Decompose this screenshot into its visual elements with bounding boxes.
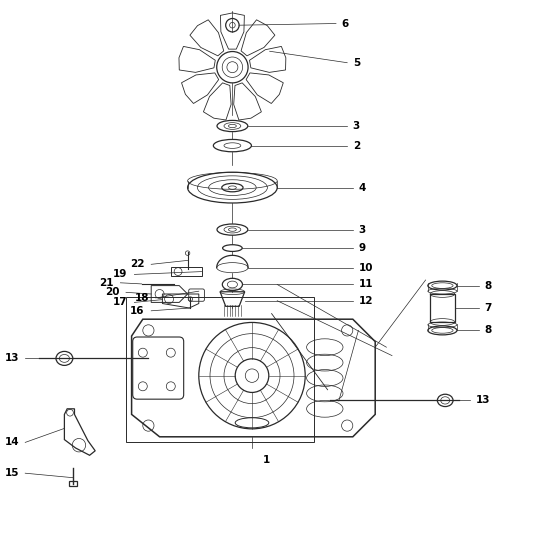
Text: 20: 20 <box>105 287 119 297</box>
Text: 13: 13 <box>5 353 20 363</box>
Text: 15: 15 <box>5 468 20 478</box>
Text: 10: 10 <box>358 263 373 273</box>
Bar <box>126 297 314 442</box>
Text: 8: 8 <box>484 325 492 335</box>
Text: 12: 12 <box>358 296 373 306</box>
Text: 16: 16 <box>130 306 144 316</box>
Text: 18: 18 <box>134 293 149 303</box>
Text: 4: 4 <box>358 183 366 193</box>
Text: 11: 11 <box>358 279 373 290</box>
Text: 5: 5 <box>353 58 360 68</box>
Text: 7: 7 <box>484 303 492 313</box>
Text: 22: 22 <box>130 259 144 269</box>
Text: 2: 2 <box>353 141 360 151</box>
Text: 8: 8 <box>484 281 492 291</box>
Bar <box>430 294 455 322</box>
Text: 13: 13 <box>476 395 491 405</box>
Text: 17: 17 <box>113 297 128 307</box>
Bar <box>69 481 77 486</box>
Text: 3: 3 <box>353 121 360 131</box>
Text: 1: 1 <box>263 455 270 465</box>
Text: 21: 21 <box>99 278 114 288</box>
Text: 9: 9 <box>358 243 366 253</box>
Text: 19: 19 <box>113 269 128 279</box>
Text: 6: 6 <box>342 18 349 29</box>
Text: 3: 3 <box>358 225 366 235</box>
Text: 14: 14 <box>5 437 20 447</box>
